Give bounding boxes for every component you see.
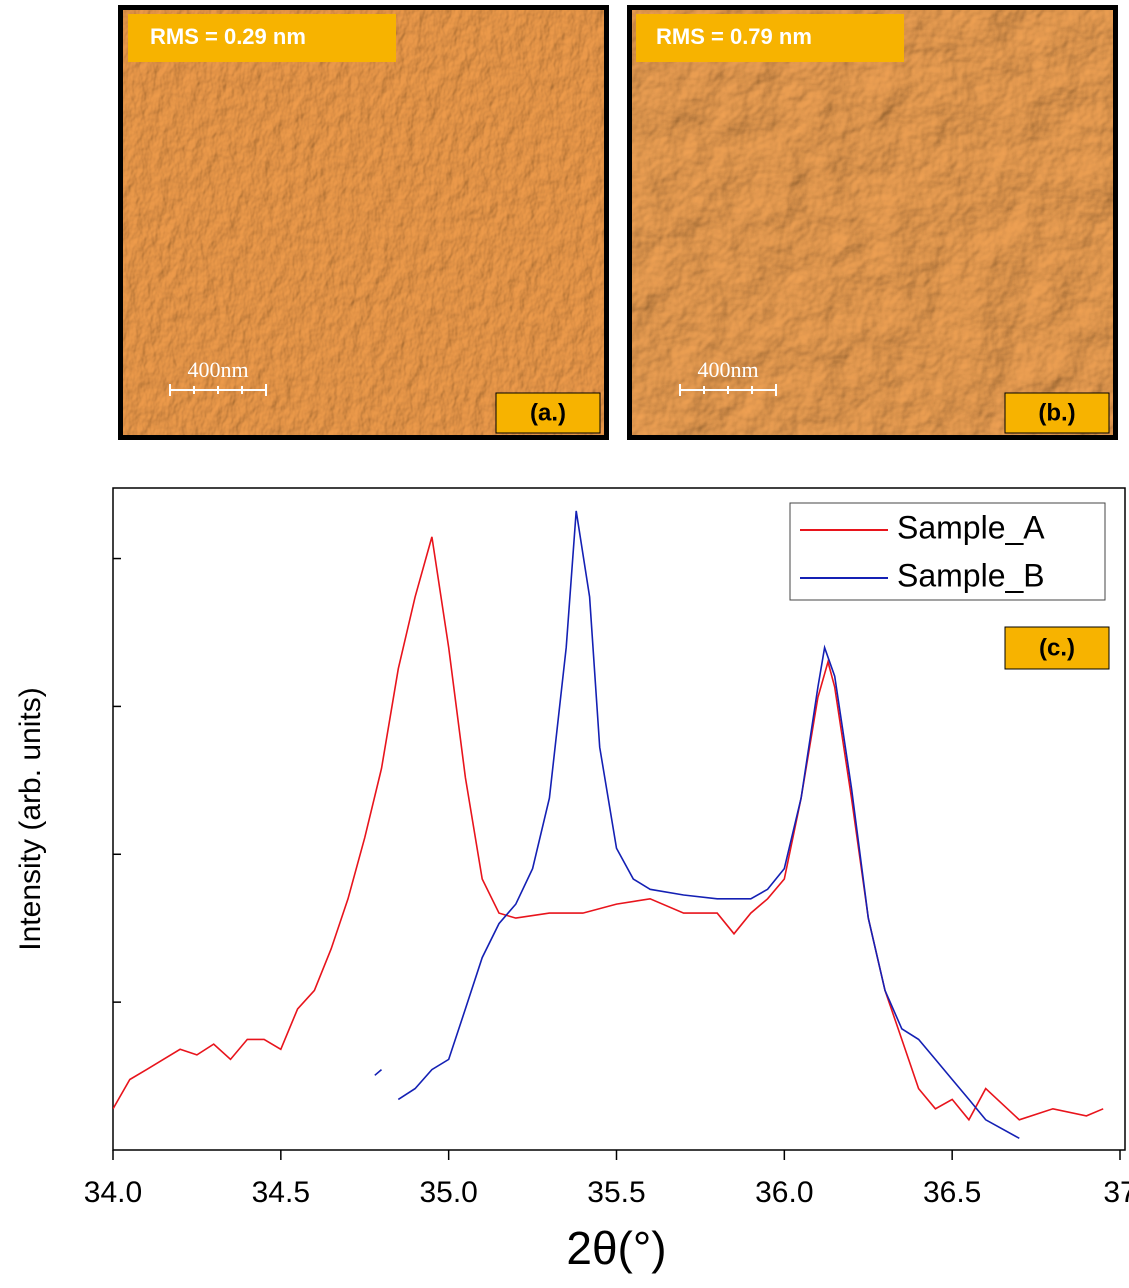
x-axis-label: 2θ(°) [566, 1222, 666, 1274]
x-tick-label: 36.0 [755, 1176, 813, 1209]
legend-label: Sample_A [897, 509, 1045, 545]
panel-label: (c.) [1039, 634, 1075, 661]
x-tick-label: 36.5 [923, 1176, 981, 1209]
rms-label: RMS = 0.79 nm [656, 24, 812, 49]
xrd-chart: 34.0 34.5 35.0 35.5 36.0 36.5 37 2θ(°) Intensity… [14, 487, 1129, 1274]
x-tick-label: 35.5 [587, 1176, 645, 1209]
data-line [113, 536, 1104, 1122]
scale-label: 400nm [187, 357, 248, 382]
afm-panel-a: RMS = 0.29 nm 400nm (a.) [118, 5, 609, 440]
rms-label: RMS = 0.29 nm [150, 24, 306, 49]
scale-bar [679, 384, 777, 396]
panel-label: (a.) [530, 399, 566, 426]
rms-box [128, 14, 396, 62]
x-tick-label: 34.5 [252, 1176, 310, 1209]
scale-label: 400nm [697, 357, 758, 382]
panel-label-box [1004, 392, 1110, 434]
panel-label-box [495, 392, 601, 434]
rms-box [636, 14, 904, 62]
plot-frame [112, 487, 1126, 1151]
y-axis-label: Intensity (arb. units) [14, 687, 47, 950]
data-line [374, 510, 1020, 1140]
panel-label: (b.) [1038, 399, 1075, 426]
scale-bar [169, 384, 267, 396]
legend-box [789, 502, 1106, 601]
afm-panel-b: RMS = 0.79 nm 400nm (b.) [627, 5, 1118, 440]
x-tick-label: 35.0 [419, 1176, 477, 1209]
legend-label: Sample_B [897, 557, 1045, 593]
x-tick-label: 37 [1103, 1176, 1129, 1209]
afm-texture [123, 10, 604, 435]
x-tick-label: 34.0 [84, 1176, 142, 1209]
panel-label-box [1004, 626, 1110, 670]
afm-texture [632, 10, 1113, 435]
